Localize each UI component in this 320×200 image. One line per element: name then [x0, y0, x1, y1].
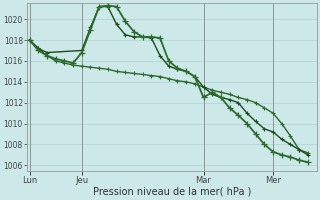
X-axis label: Pression niveau de la mer( hPa ): Pression niveau de la mer( hPa )	[92, 187, 251, 197]
